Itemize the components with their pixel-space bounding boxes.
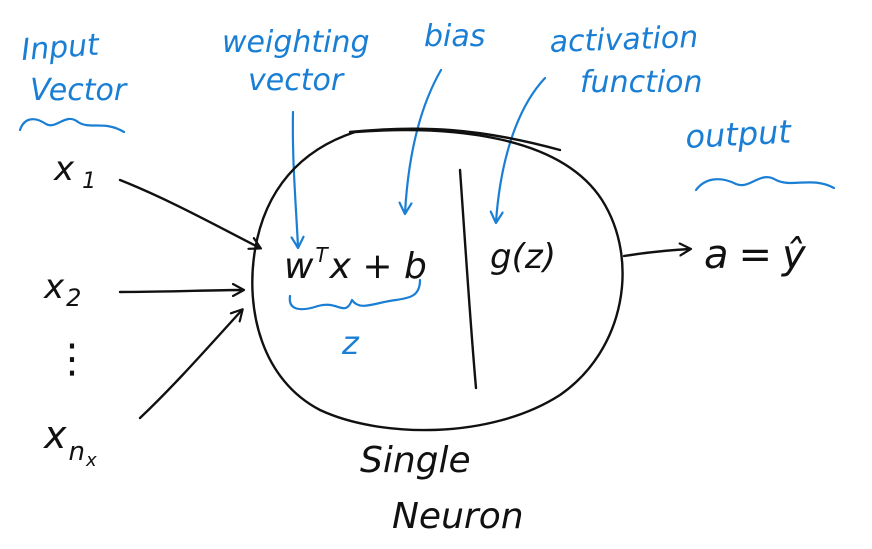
arrow-xn [138,310,242,420]
neuron-circle [251,128,624,432]
input-vector-brace [18,117,126,134]
neuron-top-stroke [348,127,562,152]
input-x2: x2 [43,267,81,312]
neuron-divider [458,168,478,390]
weighting-arrow [293,110,298,247]
activation-function-label-line2: function [580,65,703,100]
input-vector-label-line1: Input [20,28,101,68]
weighting-vector-label-line1: weighting [222,25,370,60]
z-brace [288,278,422,311]
arrow-x2 [118,290,243,292]
output-label: output [684,112,793,156]
arrow-output [622,249,690,258]
output-expression: a = ŷ [704,232,807,278]
z-label: z [341,324,360,362]
output-brace [694,176,836,192]
input-vector-label-line2: Vector [30,73,128,108]
bias-label: bias [424,19,485,54]
activation-expression: g(z) [490,237,556,277]
bias-arrow [405,68,443,213]
linear-expression: w Tx + b [284,243,427,287]
arrow-x1 [118,178,260,248]
weighting-vector-label-line2: vector [248,63,345,98]
activation-function-label-line1: activation [549,20,699,60]
input-xn: xnx [43,413,97,471]
neuron-caption-line2: Neuron [392,496,524,537]
input-dots: ⋮ [52,336,92,382]
activation-arrow [496,76,547,222]
neuron-caption-line1: Single [360,440,471,481]
